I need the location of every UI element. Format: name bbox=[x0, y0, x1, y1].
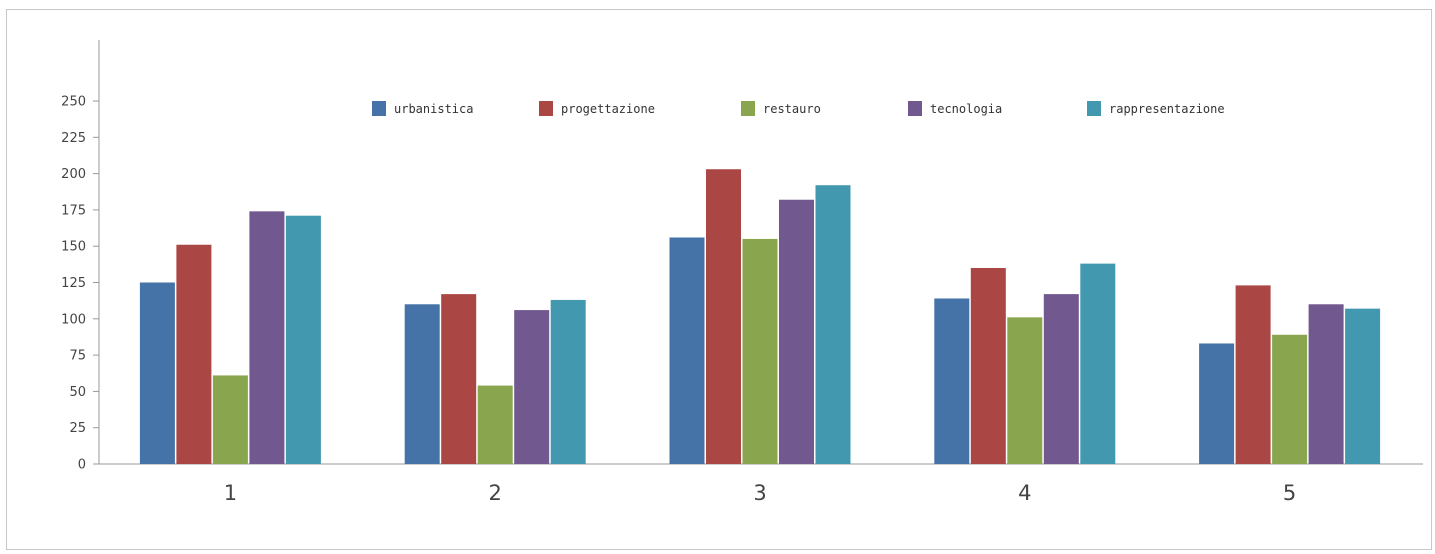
bar-rappresentazione-1 bbox=[285, 215, 321, 464]
y-axis-ticks: 0 25 50 75 100 125 150 175 200 225 250 bbox=[61, 95, 99, 473]
legend-item-progettazione: progettazione bbox=[539, 101, 655, 116]
legend-swatch bbox=[372, 101, 386, 116]
bar-tecnologia-2 bbox=[514, 310, 550, 464]
bar-restauro-2 bbox=[477, 385, 513, 464]
legend-swatch bbox=[908, 101, 922, 116]
legend-label: restauro bbox=[763, 102, 821, 116]
bar-progettazione-4 bbox=[970, 267, 1006, 464]
bars bbox=[139, 169, 1381, 464]
legend-label: urbanistica bbox=[394, 102, 473, 116]
bar-rappresentazione-4 bbox=[1080, 263, 1116, 464]
bar-tecnologia-1 bbox=[249, 211, 285, 464]
x-axis-labels: 1 2 3 4 5 bbox=[224, 481, 1297, 505]
legend-item-restauro: restauro bbox=[741, 101, 821, 116]
y-tick-label: 50 bbox=[69, 385, 86, 400]
bar-urbanistica-2 bbox=[404, 304, 440, 464]
bar-urbanistica-3 bbox=[669, 237, 705, 464]
bar-rappresentazione-5 bbox=[1345, 308, 1381, 464]
legend: urbanistica progettazione restauro tecnolog… bbox=[372, 101, 1225, 116]
legend-swatch bbox=[1087, 101, 1101, 116]
legend-label: tecnologia bbox=[930, 102, 1002, 116]
bar-tecnologia-4 bbox=[1043, 294, 1079, 464]
y-tick-label: 225 bbox=[61, 131, 86, 146]
bar-progettazione-1 bbox=[176, 244, 212, 464]
bar-tecnologia-5 bbox=[1308, 304, 1344, 464]
legend-item-tecnologia: tecnologia bbox=[908, 101, 1002, 116]
y-tick-label: 125 bbox=[61, 276, 86, 291]
bar-urbanistica-4 bbox=[934, 298, 970, 464]
x-category-label: 2 bbox=[489, 481, 502, 505]
legend-swatch bbox=[741, 101, 755, 116]
bar-restauro-1 bbox=[212, 375, 248, 464]
legend-item-rappresentazione: rappresentazione bbox=[1087, 101, 1225, 116]
bar-restauro-4 bbox=[1007, 317, 1043, 464]
bar-progettazione-3 bbox=[706, 169, 741, 464]
x-category-label: 1 bbox=[224, 481, 237, 505]
x-category-label: 4 bbox=[1018, 481, 1031, 505]
y-tick-label: 0 bbox=[78, 458, 86, 473]
y-tick-label: 25 bbox=[69, 421, 86, 436]
legend-label: rappresentazione bbox=[1109, 102, 1225, 116]
bar-progettazione-2 bbox=[441, 294, 477, 464]
bar-restauro-3 bbox=[742, 238, 778, 464]
bar-urbanistica-1 bbox=[139, 282, 175, 464]
y-tick-label: 100 bbox=[61, 312, 86, 327]
y-tick-label: 150 bbox=[61, 240, 86, 255]
y-tick-label: 175 bbox=[61, 203, 86, 218]
bar-urbanistica-5 bbox=[1199, 343, 1235, 464]
x-category-label: 5 bbox=[1283, 481, 1296, 505]
bar-rappresentazione-3 bbox=[815, 185, 851, 464]
legend-swatch bbox=[539, 101, 553, 116]
bar-tecnologia-3 bbox=[779, 199, 814, 464]
bar-rappresentazione-2 bbox=[550, 299, 586, 464]
x-category-label: 3 bbox=[753, 481, 766, 505]
legend-item-urbanistica: urbanistica bbox=[372, 101, 473, 116]
bar-progettazione-5 bbox=[1235, 285, 1271, 464]
legend-label: progettazione bbox=[561, 102, 655, 116]
y-tick-label: 200 bbox=[61, 167, 86, 182]
bar-restauro-5 bbox=[1272, 334, 1308, 464]
y-tick-label: 75 bbox=[69, 349, 86, 364]
y-tick-label: 250 bbox=[61, 95, 86, 110]
